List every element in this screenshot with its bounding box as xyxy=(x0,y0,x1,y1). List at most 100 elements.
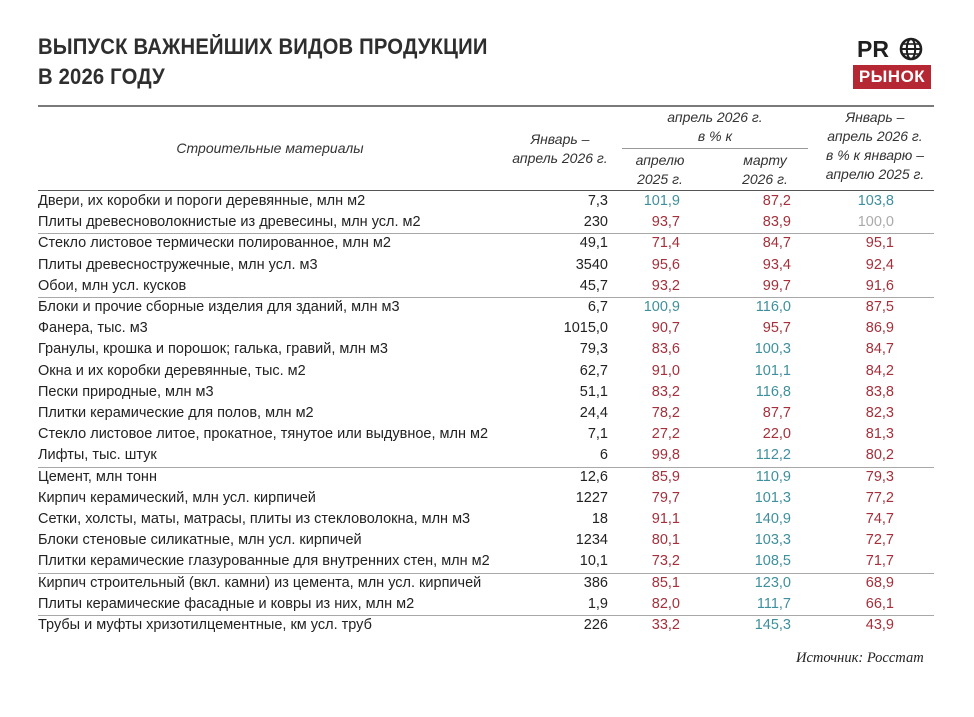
row-ytd-yoy: 79,3 xyxy=(865,468,894,485)
row-name: Фанера, тыс. м3 xyxy=(38,320,148,337)
row-volume: 24,4 xyxy=(579,405,608,421)
row-name: Стекло листовое термически полированное,… xyxy=(38,235,391,252)
row-march-mom: 112,2 xyxy=(755,447,791,464)
row-march-mom: 93,4 xyxy=(762,256,791,273)
group-divider xyxy=(38,572,934,574)
row-name: Плитки керамические для полов, млн м2 xyxy=(38,405,314,421)
logo-bottom-text: РЫНОК xyxy=(853,65,931,89)
table-row: Цемент, млн тонн 12,6 85,9 110,9 79,3 xyxy=(38,467,934,488)
row-march-mom: 101,3 xyxy=(754,489,791,506)
row-volume: 3540 xyxy=(575,256,608,273)
row-volume: 226 xyxy=(583,617,608,633)
row-march-mom: 108,5 xyxy=(754,553,791,570)
row-march-mom: 116,8 xyxy=(755,383,791,400)
table-row: Блоки стеновые силикатные, млн усл. кирп… xyxy=(38,530,934,551)
row-march-mom: 95,7 xyxy=(762,320,791,337)
table-row: Сетки, холсты, маты, матрасы, плиты из с… xyxy=(38,509,934,530)
row-ytd-yoy: 43,9 xyxy=(865,617,894,633)
row-ytd-yoy: 77,2 xyxy=(865,489,894,506)
row-april-yoy: 33,2 xyxy=(651,617,680,633)
row-name: Обои, млн усл. кусков xyxy=(38,277,187,294)
row-ytd-yoy: 91,6 xyxy=(865,277,894,294)
header-volume-line-2: апрель 2026 г. xyxy=(512,150,608,166)
row-april-yoy: 95,6 xyxy=(651,256,680,273)
row-april-yoy: 91,0 xyxy=(651,362,680,379)
header-bottom-rule xyxy=(38,190,934,191)
row-april-yoy: 90,7 xyxy=(651,320,680,337)
header-category: Строительные материалы xyxy=(150,139,390,158)
header-april-line-2: 2025 г. xyxy=(637,171,683,187)
header-category-text: Строительные материалы xyxy=(176,140,364,156)
table-row: Обои, млн усл. кусков 45,7 93,2 99,7 91,6 xyxy=(38,276,934,297)
row-name: Пески природные, млн м3 xyxy=(38,383,214,400)
row-march-mom: 123,0 xyxy=(754,574,791,591)
row-march-mom: 100,3 xyxy=(754,341,791,358)
row-ytd-yoy: 66,1 xyxy=(865,595,894,612)
row-name: Плитки керамические глазурованные для вн… xyxy=(38,553,490,570)
header-april: апрелю 2025 г. xyxy=(620,151,700,189)
group-divider xyxy=(38,466,934,468)
row-april-yoy: 99,8 xyxy=(651,447,680,464)
row-name: Трубы и муфты хризотилцементные, км усл.… xyxy=(38,617,372,633)
row-april-yoy: 85,1 xyxy=(651,574,680,591)
row-april-yoy: 85,9 xyxy=(651,468,680,485)
row-name: Стекло листовое литое, прокатное, тянуто… xyxy=(38,426,489,443)
header-top-rule xyxy=(38,105,934,107)
page-title: ВЫПУСК ВАЖНЕЙШИХ ВИДОВ ПРОДУКЦИИ В 2026 … xyxy=(38,32,553,92)
row-name: Цемент, млн тонн xyxy=(38,468,157,485)
row-march-mom: 110,9 xyxy=(755,468,791,485)
row-ytd-yoy: 87,5 xyxy=(865,299,894,315)
table-row: Плиты древесноволокнистые из древесины, … xyxy=(38,212,934,233)
header-group-line-2: в % к xyxy=(697,128,733,144)
header-group-line-1: апрель 2026 г. xyxy=(667,109,763,125)
table-row: Стекло листовое термически полированное,… xyxy=(38,233,934,254)
row-april-yoy: 27,2 xyxy=(651,426,680,443)
header-march-line-2: 2026 г. xyxy=(742,171,788,187)
row-volume: 6,7 xyxy=(587,299,608,315)
row-march-mom: 99,7 xyxy=(762,277,791,294)
table-row: Фанера, тыс. м3 1015,0 90,7 95,7 86,9 xyxy=(38,318,934,339)
row-volume: 7,3 xyxy=(587,193,608,209)
row-name: Сетки, холсты, маты, матрасы, плиты из с… xyxy=(38,511,471,527)
row-march-mom: 111,7 xyxy=(756,595,791,612)
row-volume: 386 xyxy=(583,574,608,591)
row-name: Гранулы, крошка и порошок; галька, грави… xyxy=(38,341,388,358)
row-volume: 45,7 xyxy=(579,277,608,294)
row-ytd-yoy: 68,9 xyxy=(865,574,894,591)
row-ytd-yoy: 84,2 xyxy=(865,362,894,379)
row-ytd-yoy: 80,2 xyxy=(865,447,894,464)
table-row: Пески природные, млн м3 51,1 83,2 116,8 83,8 xyxy=(38,382,934,403)
row-march-mom: 101,1 xyxy=(754,362,791,379)
table-row: Стекло листовое литое, прокатное, тянуто… xyxy=(38,424,934,445)
table-row: Окна и их коробки деревянные, тыс. м2 62,… xyxy=(38,361,934,382)
header-ytd-line-1: Январь – xyxy=(845,109,905,125)
row-volume: 51,1 xyxy=(579,383,608,400)
logo: PR РЫНОК xyxy=(853,36,931,89)
row-volume: 6 xyxy=(599,447,608,464)
row-volume: 12,6 xyxy=(579,468,608,485)
header-ytd-line-4: апрелю 2025 г. xyxy=(825,166,925,182)
row-april-yoy: 80,1 xyxy=(651,532,680,549)
row-ytd-yoy: 95,1 xyxy=(865,235,894,252)
row-ytd-yoy: 100,0 xyxy=(857,214,894,231)
header-ytd: Январь – апрель 2026 г. в % к январю – а… xyxy=(815,108,935,184)
row-name: Плиты керамические фасадные и ковры из н… xyxy=(38,595,415,612)
row-march-mom: 22,0 xyxy=(762,426,791,443)
row-ytd-yoy: 86,9 xyxy=(865,320,894,337)
logo-top: PR xyxy=(853,36,931,62)
table-row: Блоки и прочие сборные изделия для здани… xyxy=(38,297,934,318)
header-volume: Январь – апрель 2026 г. xyxy=(495,130,625,168)
row-volume: 10,1 xyxy=(579,553,608,570)
row-ytd-yoy: 84,7 xyxy=(865,341,894,358)
row-volume: 1234 xyxy=(575,532,608,549)
header-march: марту 2026 г. xyxy=(725,151,805,189)
globe-icon xyxy=(899,37,923,61)
row-ytd-yoy: 82,3 xyxy=(865,405,894,421)
row-april-yoy: 82,0 xyxy=(651,595,680,612)
row-volume: 62,7 xyxy=(579,362,608,379)
row-volume: 18 xyxy=(591,511,608,527)
row-name: Блоки стеновые силикатные, млн усл. кирп… xyxy=(38,532,362,549)
row-april-yoy: 79,7 xyxy=(651,489,680,506)
row-april-yoy: 73,2 xyxy=(651,553,680,570)
row-march-mom: 103,3 xyxy=(754,532,791,549)
